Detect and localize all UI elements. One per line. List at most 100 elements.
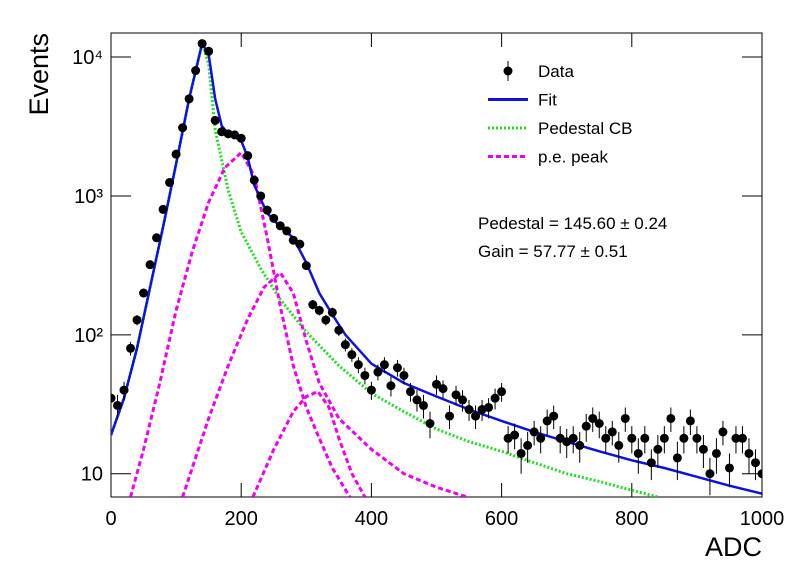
data-point: [607, 427, 617, 437]
legend-label: Pedestal CB: [538, 119, 633, 138]
data-point: [418, 400, 428, 410]
data-point: [236, 133, 246, 143]
data-point: [510, 430, 520, 440]
data-point: [314, 305, 324, 315]
data-point: [275, 221, 285, 231]
data-point: [366, 385, 376, 395]
legend-marker: [503, 66, 513, 76]
data-point: [620, 413, 630, 423]
y-tick-label: 10²: [74, 325, 103, 347]
fit-curve: [111, 40, 762, 495]
legend-label: Data: [538, 62, 574, 81]
plot-frame: [110, 32, 763, 498]
data-point: [249, 175, 259, 185]
data-point: [412, 395, 422, 405]
data-point: [165, 177, 175, 187]
data-point: [126, 343, 136, 353]
data-point: [178, 123, 188, 133]
data-point: [119, 385, 129, 395]
data-point: [581, 421, 591, 431]
data-point: [360, 370, 370, 380]
data-point: [113, 400, 123, 410]
data-point: [340, 340, 350, 350]
x-tick-label: 600: [485, 508, 518, 530]
data-point: [471, 411, 481, 421]
annotation: Pedestal = 145.60 ± 0.24: [478, 214, 667, 233]
data-point: [724, 463, 734, 473]
y-axis-label: Events: [24, 33, 54, 116]
data-point: [405, 387, 415, 397]
data-point: [152, 233, 162, 243]
data-point: [568, 433, 578, 443]
data-point: [301, 261, 311, 271]
data-point: [334, 325, 344, 335]
data-point: [111, 393, 116, 403]
fit-curve: [181, 270, 468, 497]
data-point: [536, 433, 546, 443]
data-point: [711, 448, 721, 458]
data-point: [614, 440, 624, 450]
data-point: [542, 416, 552, 426]
data-point: [243, 151, 253, 161]
data-point: [379, 360, 389, 370]
plot-area: [111, 38, 762, 497]
x-tick-label: 1000: [740, 508, 785, 530]
data-point: [757, 469, 762, 479]
data-point: [295, 239, 305, 249]
x-axis-label: ADC: [705, 532, 762, 562]
data-point: [191, 66, 201, 76]
data-point: [679, 433, 689, 443]
data-point: [601, 433, 611, 443]
legend-label: Fit: [538, 91, 557, 110]
data-point: [627, 433, 637, 443]
x-tick-label: 400: [355, 508, 388, 530]
data-point: [425, 418, 435, 428]
data-point: [653, 444, 663, 454]
data-point: [392, 363, 402, 373]
data-point: [549, 411, 559, 421]
data-point: [575, 440, 585, 450]
fit-curve: [251, 389, 367, 497]
data-point: [432, 379, 441, 389]
y-tick-label: 10: [81, 464, 103, 486]
data-point: [698, 444, 708, 454]
data-point: [490, 393, 500, 403]
data-point: [171, 149, 181, 159]
data-point: [139, 288, 149, 298]
data-point: [640, 433, 650, 443]
data-point: [588, 413, 598, 423]
data-point: [445, 411, 455, 421]
data-point: [464, 405, 474, 415]
data-point: [132, 315, 142, 325]
data-point: [737, 433, 747, 443]
data-point: [692, 433, 702, 443]
y-tick-label: 10⁴: [72, 47, 103, 69]
data-point: [145, 260, 155, 270]
data-point: [497, 387, 507, 397]
data-point: [184, 94, 194, 104]
data-point: [256, 191, 266, 201]
x-tick-label: 0: [105, 508, 116, 530]
fit-curve: [111, 38, 659, 497]
data-point: [347, 350, 357, 360]
data-point: [529, 427, 539, 437]
x-tick-label: 800: [615, 508, 648, 530]
fit-curve: [129, 150, 352, 497]
data-point: [373, 367, 383, 377]
data-point: [269, 213, 279, 223]
data-point: [750, 458, 760, 468]
data-point: [204, 46, 214, 56]
data-point: [744, 448, 754, 458]
data-point: [594, 418, 604, 428]
data-point: [646, 458, 656, 468]
data-point: [523, 440, 533, 450]
data-point: [685, 416, 695, 426]
data-point: [197, 39, 207, 49]
data-point: [718, 427, 728, 437]
data-point: [262, 205, 272, 215]
data-point: [659, 433, 669, 443]
data-point: [282, 226, 292, 236]
data-point: [386, 381, 396, 391]
data-point: [731, 433, 741, 443]
data-point: [458, 395, 468, 405]
